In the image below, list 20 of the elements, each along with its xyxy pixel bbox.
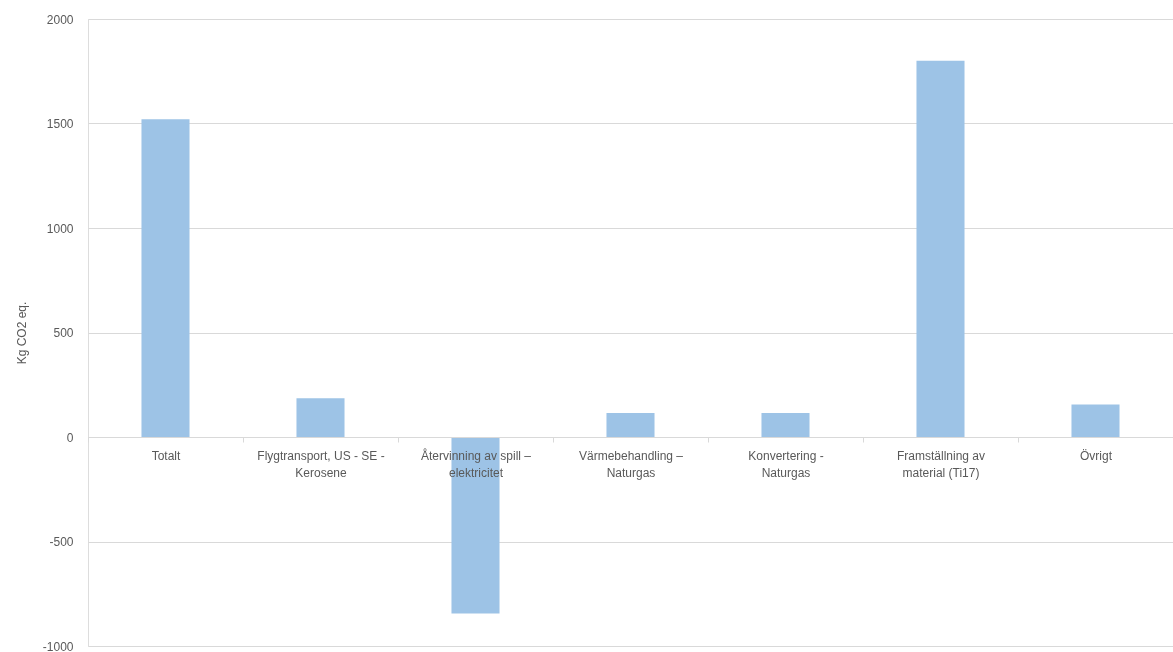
bar [916,60,965,437]
bar [296,398,345,437]
x-tick-label: Flygtransport, US - SE - Kerosene [257,448,385,480]
y-tick-label: 1500 [46,117,74,131]
bar [141,119,190,437]
y-tick-label: 500 [53,326,74,340]
y-tick-label: 1000 [46,221,74,236]
y-axis-title: Kg CO2 eq. [14,301,29,365]
bar [606,412,655,437]
y-tick-label: 2000 [46,12,74,27]
bar [761,412,810,437]
y-tick-label: -500 [49,535,74,549]
x-tick-label: Totalt [151,448,181,463]
x-tick-label: Övrigt [1079,448,1113,463]
x-tick-label: Konvertering - Naturgas [748,448,824,480]
y-tick-label: 0 [66,430,74,445]
x-tick-label: Framställning av material (Ti17) [896,448,986,480]
bar [1071,404,1120,437]
x-tick-label: Värmebehandling – Naturgas [578,448,684,480]
y-tick-label: -1000 [42,639,74,652]
